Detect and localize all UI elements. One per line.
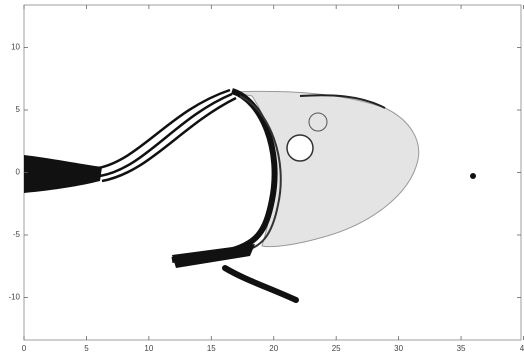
figure: 0 5 10 15 20 25 30 35 4 -10 -5 0 5 10: [0, 0, 524, 358]
x-tick-label: 4: [520, 344, 524, 353]
y-tick-label: -5: [13, 230, 21, 239]
y-tick-label: -10: [8, 293, 20, 302]
x-tick-label: 20: [269, 344, 278, 353]
hole: [287, 135, 313, 161]
x-tick-label: 5: [84, 344, 89, 353]
x-tick-label: 0: [22, 344, 27, 353]
x-tick-label: 25: [332, 344, 341, 353]
y-tick-label: 10: [11, 43, 20, 52]
x-tick-label: 35: [457, 344, 466, 353]
y-tick-label: 0: [16, 168, 21, 177]
droplet: [470, 173, 476, 179]
y-tick-label: 5: [16, 105, 21, 114]
x-tick-label: 10: [144, 344, 153, 353]
x-tick-label: 30: [394, 344, 403, 353]
x-tick-label: 15: [207, 344, 216, 353]
